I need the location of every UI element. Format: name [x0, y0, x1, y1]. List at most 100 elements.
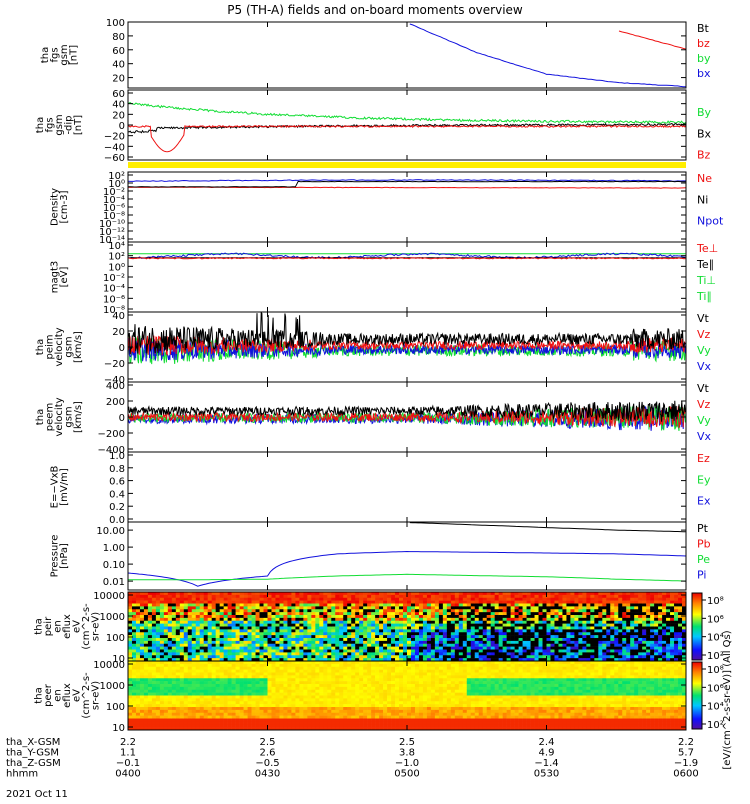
series-Bz — [128, 126, 686, 152]
y-tick-label: 100 — [106, 18, 125, 29]
y-tick-label: 10000 — [93, 591, 125, 602]
y-axis-label: [nPa] — [59, 543, 70, 569]
panel-peer-spectrogram: 10⁸10⁶10⁴10²10000100010010thapeereneflux… — [34, 660, 724, 734]
y-tick-label: −20 — [104, 359, 125, 370]
x-axis-row-value: 0530 — [534, 769, 559, 780]
x-axis-row-value: 2.4 — [539, 737, 555, 748]
x-axis-row-value: 3.8 — [399, 748, 415, 759]
legend-Bz: Bz — [697, 149, 711, 162]
y-tick-label: 1000 — [100, 681, 125, 692]
x-axis-row-value: 5.7 — [678, 748, 694, 759]
x-axis-row-value: −1.9 — [674, 758, 698, 769]
y-tick-label: 100 — [106, 633, 125, 644]
panel-efield-ylabel: E=−VxB[mV/m] — [49, 466, 70, 509]
series-Pe — [128, 574, 686, 581]
y-tick-label: 60 — [112, 89, 125, 100]
panel-temperature: 10⁴10²10⁰10⁻²10⁻⁴10⁻⁶10⁻⁸magt3[eV]Te⊥Te∥… — [49, 241, 718, 316]
x-axis-date: 2021 Oct 11 — [6, 789, 68, 800]
x-axis-row-value: −0.1 — [116, 758, 140, 769]
legend-Pi: Pi — [697, 569, 706, 582]
x-axis-row-value: 0600 — [673, 769, 698, 780]
panel-density-ylabel: Density[cm-3] — [49, 188, 70, 226]
y-tick-label: 0.8 — [109, 464, 125, 475]
page-title: P5 (TH-A) fields and on-board moments ov… — [227, 3, 523, 17]
panel-pressure-ylabel: Pressure[nPa] — [49, 535, 70, 578]
x-axis-row-label: tha_Y-GSM — [6, 748, 59, 759]
legend-Vx: Vx — [697, 430, 712, 443]
y-tick-label: 10⁻⁶ — [103, 294, 125, 305]
legend-Ez: Ez — [697, 452, 710, 465]
y-tick-label: 10 — [112, 723, 125, 734]
panel-temperature-ylabel: magt3[eV] — [49, 261, 70, 294]
y-tick-label: 10⁻² — [103, 273, 125, 284]
colorbar-tick-label: 10⁸ — [707, 596, 724, 607]
legend-Vx: Vx — [697, 360, 712, 373]
y-tick-label: 0 — [119, 121, 125, 132]
legend-Pb: Pb — [697, 538, 711, 551]
x-axis-row-value: 2.6 — [260, 748, 276, 759]
legend-Ni: Ni — [697, 193, 708, 206]
legend-Te∥: Te∥ — [696, 258, 714, 271]
y-axis-label: sr-eV) — [91, 681, 102, 710]
panel-peir-spectrogram: 10⁸10⁶10⁴10²10000100010010thapeireneflux… — [34, 591, 724, 665]
x-axis-row-label: hhmm — [6, 769, 38, 780]
panel-temperature-frame — [128, 242, 686, 312]
legend-By: By — [697, 106, 712, 119]
legend-Bt: Bt — [697, 22, 710, 35]
y-axis-label: [nT] — [68, 45, 79, 65]
y-axis-label: [nT] — [73, 115, 84, 135]
panel-peem-velocity-data — [128, 401, 685, 431]
legend-Pe: Pe — [697, 553, 710, 566]
legend-Vt: Vt — [697, 382, 710, 395]
yellow-status-bar — [128, 162, 686, 168]
x-axis-row-value: 2.5 — [399, 737, 415, 748]
panel-temperature-data — [128, 253, 685, 259]
y-axis-label: [km/s] — [73, 331, 84, 363]
y-tick-label: 0 — [119, 413, 125, 424]
panel-peim-velocity: 40200−20−40thapeimvelocitygsm[km/s]VtVzV… — [35, 311, 712, 386]
y-tick-label: −60 — [104, 153, 125, 164]
x-axis-row-value: 0500 — [394, 769, 419, 780]
x-axis-row-value: 0430 — [255, 769, 280, 780]
legend-Vt: Vt — [697, 312, 710, 325]
y-tick-label: 1000 — [100, 612, 125, 623]
panel-density-data — [128, 180, 686, 189]
x-axis-row-label: tha_X-GSM — [6, 737, 60, 748]
x-axis-row-label: tha_Z-GSM — [6, 758, 61, 769]
legend-Vy: Vy — [697, 344, 711, 357]
legend-Ti⊥: Ti⊥ — [696, 274, 716, 287]
panel-fgs-delta-data — [128, 103, 686, 152]
y-tick-label: 40 — [112, 100, 125, 111]
y-tick-label: 0.2 — [109, 502, 125, 513]
colorbar-tick-label: 10⁶ — [707, 614, 724, 625]
legend-bx: bx — [697, 67, 711, 80]
series-Bx — [128, 124, 686, 133]
y-tick-label: 0.0 — [109, 515, 125, 526]
y-tick-label: −20 — [104, 132, 125, 143]
series-By — [128, 103, 686, 124]
y-tick-label: 0.6 — [109, 477, 125, 488]
y-tick-label: 10.00 — [96, 526, 125, 537]
y-tick-label: 200 — [106, 397, 125, 408]
y-axis-label: [eV] — [59, 267, 70, 288]
legend-Npot: Npot — [697, 215, 724, 228]
colorbar-peir-spectrogram-scale — [692, 593, 702, 660]
x-axis-row-value: 2.2 — [120, 737, 136, 748]
x-axis-row-value: −1.4 — [534, 758, 558, 769]
y-tick-label: 1.00 — [103, 543, 125, 554]
y-tick-label: 60 — [112, 46, 125, 57]
y-tick-label: 80 — [112, 32, 125, 43]
panel-fgs-data — [410, 24, 686, 87]
panel-peir-spectrogram-data — [128, 592, 686, 661]
